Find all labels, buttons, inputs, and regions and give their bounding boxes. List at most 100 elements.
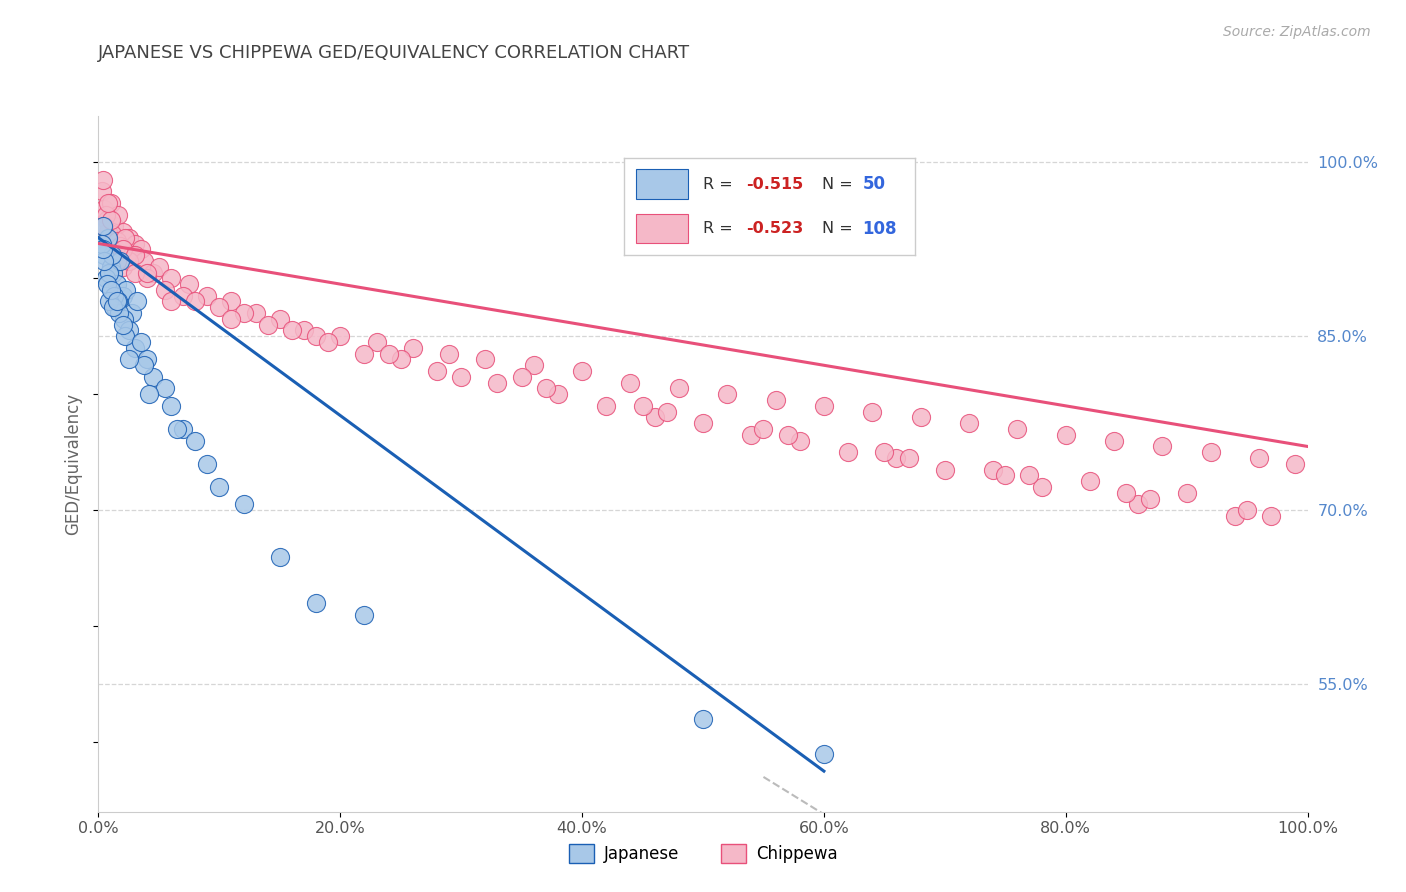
Point: [886, 450, 908, 465]
Point: [232, 497, 254, 511]
Point: [124, 265, 146, 279]
Point: [232, 306, 254, 320]
Point: [100, 213, 122, 227]
Point: [142, 265, 165, 279]
Point: [305, 329, 328, 343]
Point: [994, 468, 1017, 483]
Point: [93, 219, 115, 233]
Point: [148, 260, 170, 274]
Point: [1054, 427, 1077, 442]
Point: [172, 422, 194, 436]
Point: [389, 352, 412, 367]
Point: [97, 225, 120, 239]
Text: N =: N =: [821, 221, 858, 236]
Point: [353, 607, 375, 622]
Text: JAPANESE VS CHIPPEWA GED/EQUIVALENCY CORRELATION CHART: JAPANESE VS CHIPPEWA GED/EQUIVALENCY COR…: [98, 45, 690, 62]
Point: [716, 387, 738, 401]
Point: [1128, 497, 1150, 511]
Point: [292, 324, 315, 338]
Point: [195, 288, 218, 302]
Point: [934, 462, 956, 476]
Point: [281, 324, 304, 338]
Point: [860, 404, 883, 418]
Point: [127, 294, 149, 309]
Point: [1223, 508, 1246, 523]
Point: [510, 369, 533, 384]
Point: [104, 300, 127, 315]
Point: [93, 202, 115, 216]
Point: [134, 358, 156, 373]
Point: [1139, 491, 1161, 506]
Point: [474, 352, 496, 367]
Point: [96, 213, 118, 227]
Y-axis label: GED/Equivalency: GED/Equivalency: [65, 392, 83, 535]
Point: [571, 364, 593, 378]
Point: [402, 341, 425, 355]
Point: [96, 277, 118, 291]
Point: [1284, 457, 1306, 471]
Point: [179, 277, 201, 291]
Point: [101, 300, 124, 315]
Point: [118, 230, 141, 244]
Point: [114, 329, 136, 343]
Point: [752, 422, 775, 436]
Point: [107, 294, 129, 309]
Point: [93, 253, 115, 268]
Point: [910, 410, 932, 425]
Point: [437, 346, 460, 360]
Text: Source: ZipAtlas.com: Source: ZipAtlas.com: [1223, 25, 1371, 39]
Point: [103, 288, 125, 302]
Point: [644, 410, 666, 425]
Point: [134, 253, 156, 268]
Bar: [636, 169, 689, 199]
Point: [184, 294, 207, 309]
Point: [107, 207, 129, 221]
Point: [135, 271, 157, 285]
Point: [108, 306, 131, 320]
Point: [1152, 439, 1174, 453]
Point: [135, 265, 157, 279]
Point: [153, 382, 176, 396]
Point: [547, 387, 569, 401]
Point: [776, 427, 799, 442]
Point: [160, 271, 183, 285]
Point: [100, 248, 122, 262]
Point: [353, 346, 375, 360]
Point: [97, 196, 120, 211]
Point: [1115, 485, 1137, 500]
Point: [426, 364, 449, 378]
Point: [534, 382, 557, 396]
Point: [166, 422, 188, 436]
Point: [195, 457, 218, 471]
Point: [118, 352, 141, 367]
Point: [124, 341, 146, 355]
Point: [105, 253, 128, 268]
Point: [121, 248, 143, 262]
Bar: [636, 214, 689, 244]
Point: [172, 288, 194, 302]
Point: [184, 434, 207, 448]
Point: [105, 294, 128, 309]
Point: [142, 369, 165, 384]
Point: [105, 234, 128, 248]
Point: [1260, 508, 1282, 523]
Point: [221, 294, 243, 309]
Text: N =: N =: [821, 177, 858, 192]
Point: [129, 334, 152, 349]
Point: [111, 242, 134, 256]
Point: [129, 242, 152, 256]
Point: [316, 334, 339, 349]
Point: [105, 277, 128, 291]
Point: [1199, 445, 1222, 459]
Point: [111, 318, 134, 332]
Point: [103, 219, 125, 233]
Point: [94, 207, 117, 221]
Text: R =: R =: [703, 221, 738, 236]
Point: [100, 196, 122, 211]
Point: [114, 230, 136, 244]
Point: [94, 271, 117, 285]
Point: [108, 253, 131, 268]
Point: [269, 312, 291, 326]
Point: [124, 236, 146, 251]
Point: [100, 283, 122, 297]
